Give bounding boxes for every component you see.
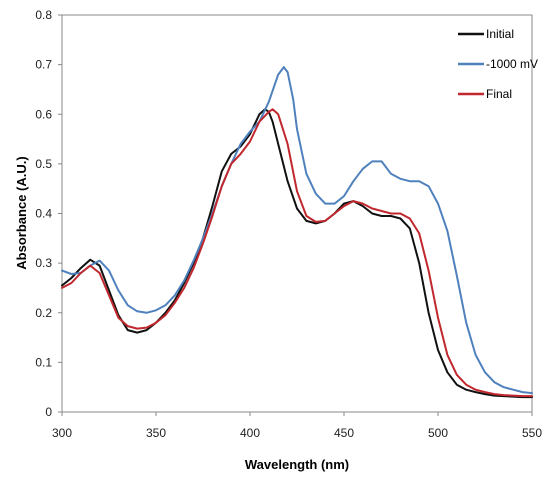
y-tick-label: 0.7 [35,58,52,72]
y-tick-label: 0.3 [35,256,52,270]
y-axis: 0 0.1 0.2 0.3 0.4 0.5 0.6 0.7 0.8 [35,8,62,419]
legend-label: Final [486,87,512,101]
series-line-0 [61,108,533,399]
y-tick-label: 0.2 [35,306,52,320]
legend: Initial -1000 mV Final [458,27,538,101]
y-tick-label: 0.6 [35,107,52,121]
x-tick-label: 450 [334,426,354,440]
series-line-2 [61,108,533,398]
y-tick-label: 0.5 [35,157,52,171]
series-group [61,66,533,399]
x-tick-label: 350 [146,426,166,440]
y-tick-label: 0.1 [35,355,52,369]
x-tick-label: 300 [52,426,72,440]
y-tick-label: 0 [45,405,52,419]
x-axis: 300 350 400 450 500 550 [52,412,542,440]
legend-label: -1000 mV [486,57,538,71]
x-tick-label: 400 [240,426,260,440]
series-line-1 [61,66,533,395]
x-axis-title: Wavelength (nm) [245,457,349,472]
y-tick-label: 0.4 [35,207,52,221]
y-axis-title: Absorbance (A.U.) [14,156,29,269]
x-tick-label: 550 [522,426,542,440]
y-tick-label: 0.8 [35,8,52,22]
legend-label: Initial [486,27,514,41]
x-tick-label: 500 [428,426,448,440]
plot-area [61,14,533,413]
